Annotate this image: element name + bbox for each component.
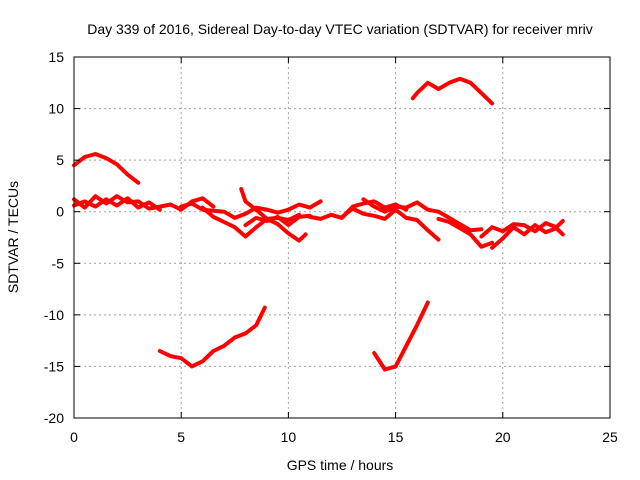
series-line-sat-l xyxy=(479,219,565,239)
y-tick-label: -10 xyxy=(44,307,64,323)
series-line-sat-p xyxy=(372,300,430,372)
y-axis-title: SDTVAR / TECUs xyxy=(5,181,21,293)
y-tick-label: 15 xyxy=(48,49,64,65)
x-axis-title: GPS time / hours xyxy=(287,457,394,473)
series-line-sat-a xyxy=(72,152,141,185)
series-line-sat-m xyxy=(490,223,565,250)
series-layer xyxy=(72,76,565,372)
x-tick-label: 25 xyxy=(602,429,618,445)
tick-layer xyxy=(73,56,611,419)
series-line-sat-j xyxy=(361,197,484,233)
series-line-sat-i xyxy=(340,206,441,242)
plot-frame xyxy=(73,56,611,419)
series-line-sat-h xyxy=(307,199,409,221)
series-line-sat-c xyxy=(72,196,162,212)
y-tick-label: 10 xyxy=(48,101,64,117)
x-tick-label: 0 xyxy=(70,429,78,445)
tick-label-layer: 0 5 10 15 20 25 -20 -15 -10 -5 0 5 10 15 xyxy=(44,49,618,445)
series-line-sat-g xyxy=(243,213,312,228)
series-line-sat-n xyxy=(410,76,495,106)
series-line-sat-f xyxy=(239,187,308,243)
series-line-sat-k xyxy=(436,216,495,249)
y-tick-label: -20 xyxy=(44,410,64,426)
x-tick-label: 20 xyxy=(495,429,511,445)
x-tick-label: 10 xyxy=(281,429,297,445)
series-line-sat-o xyxy=(157,305,267,369)
y-tick-label: 5 xyxy=(56,152,64,168)
x-tick-label: 5 xyxy=(177,429,185,445)
chart-title: Day 339 of 2016, Sidereal Day-to-day VTE… xyxy=(87,21,592,37)
y-tick-label: 0 xyxy=(56,204,64,220)
y-tick-label: -15 xyxy=(44,358,64,374)
x-tick-label: 15 xyxy=(388,429,404,445)
grid-layer xyxy=(73,56,611,419)
y-tick-label: -5 xyxy=(52,255,65,271)
